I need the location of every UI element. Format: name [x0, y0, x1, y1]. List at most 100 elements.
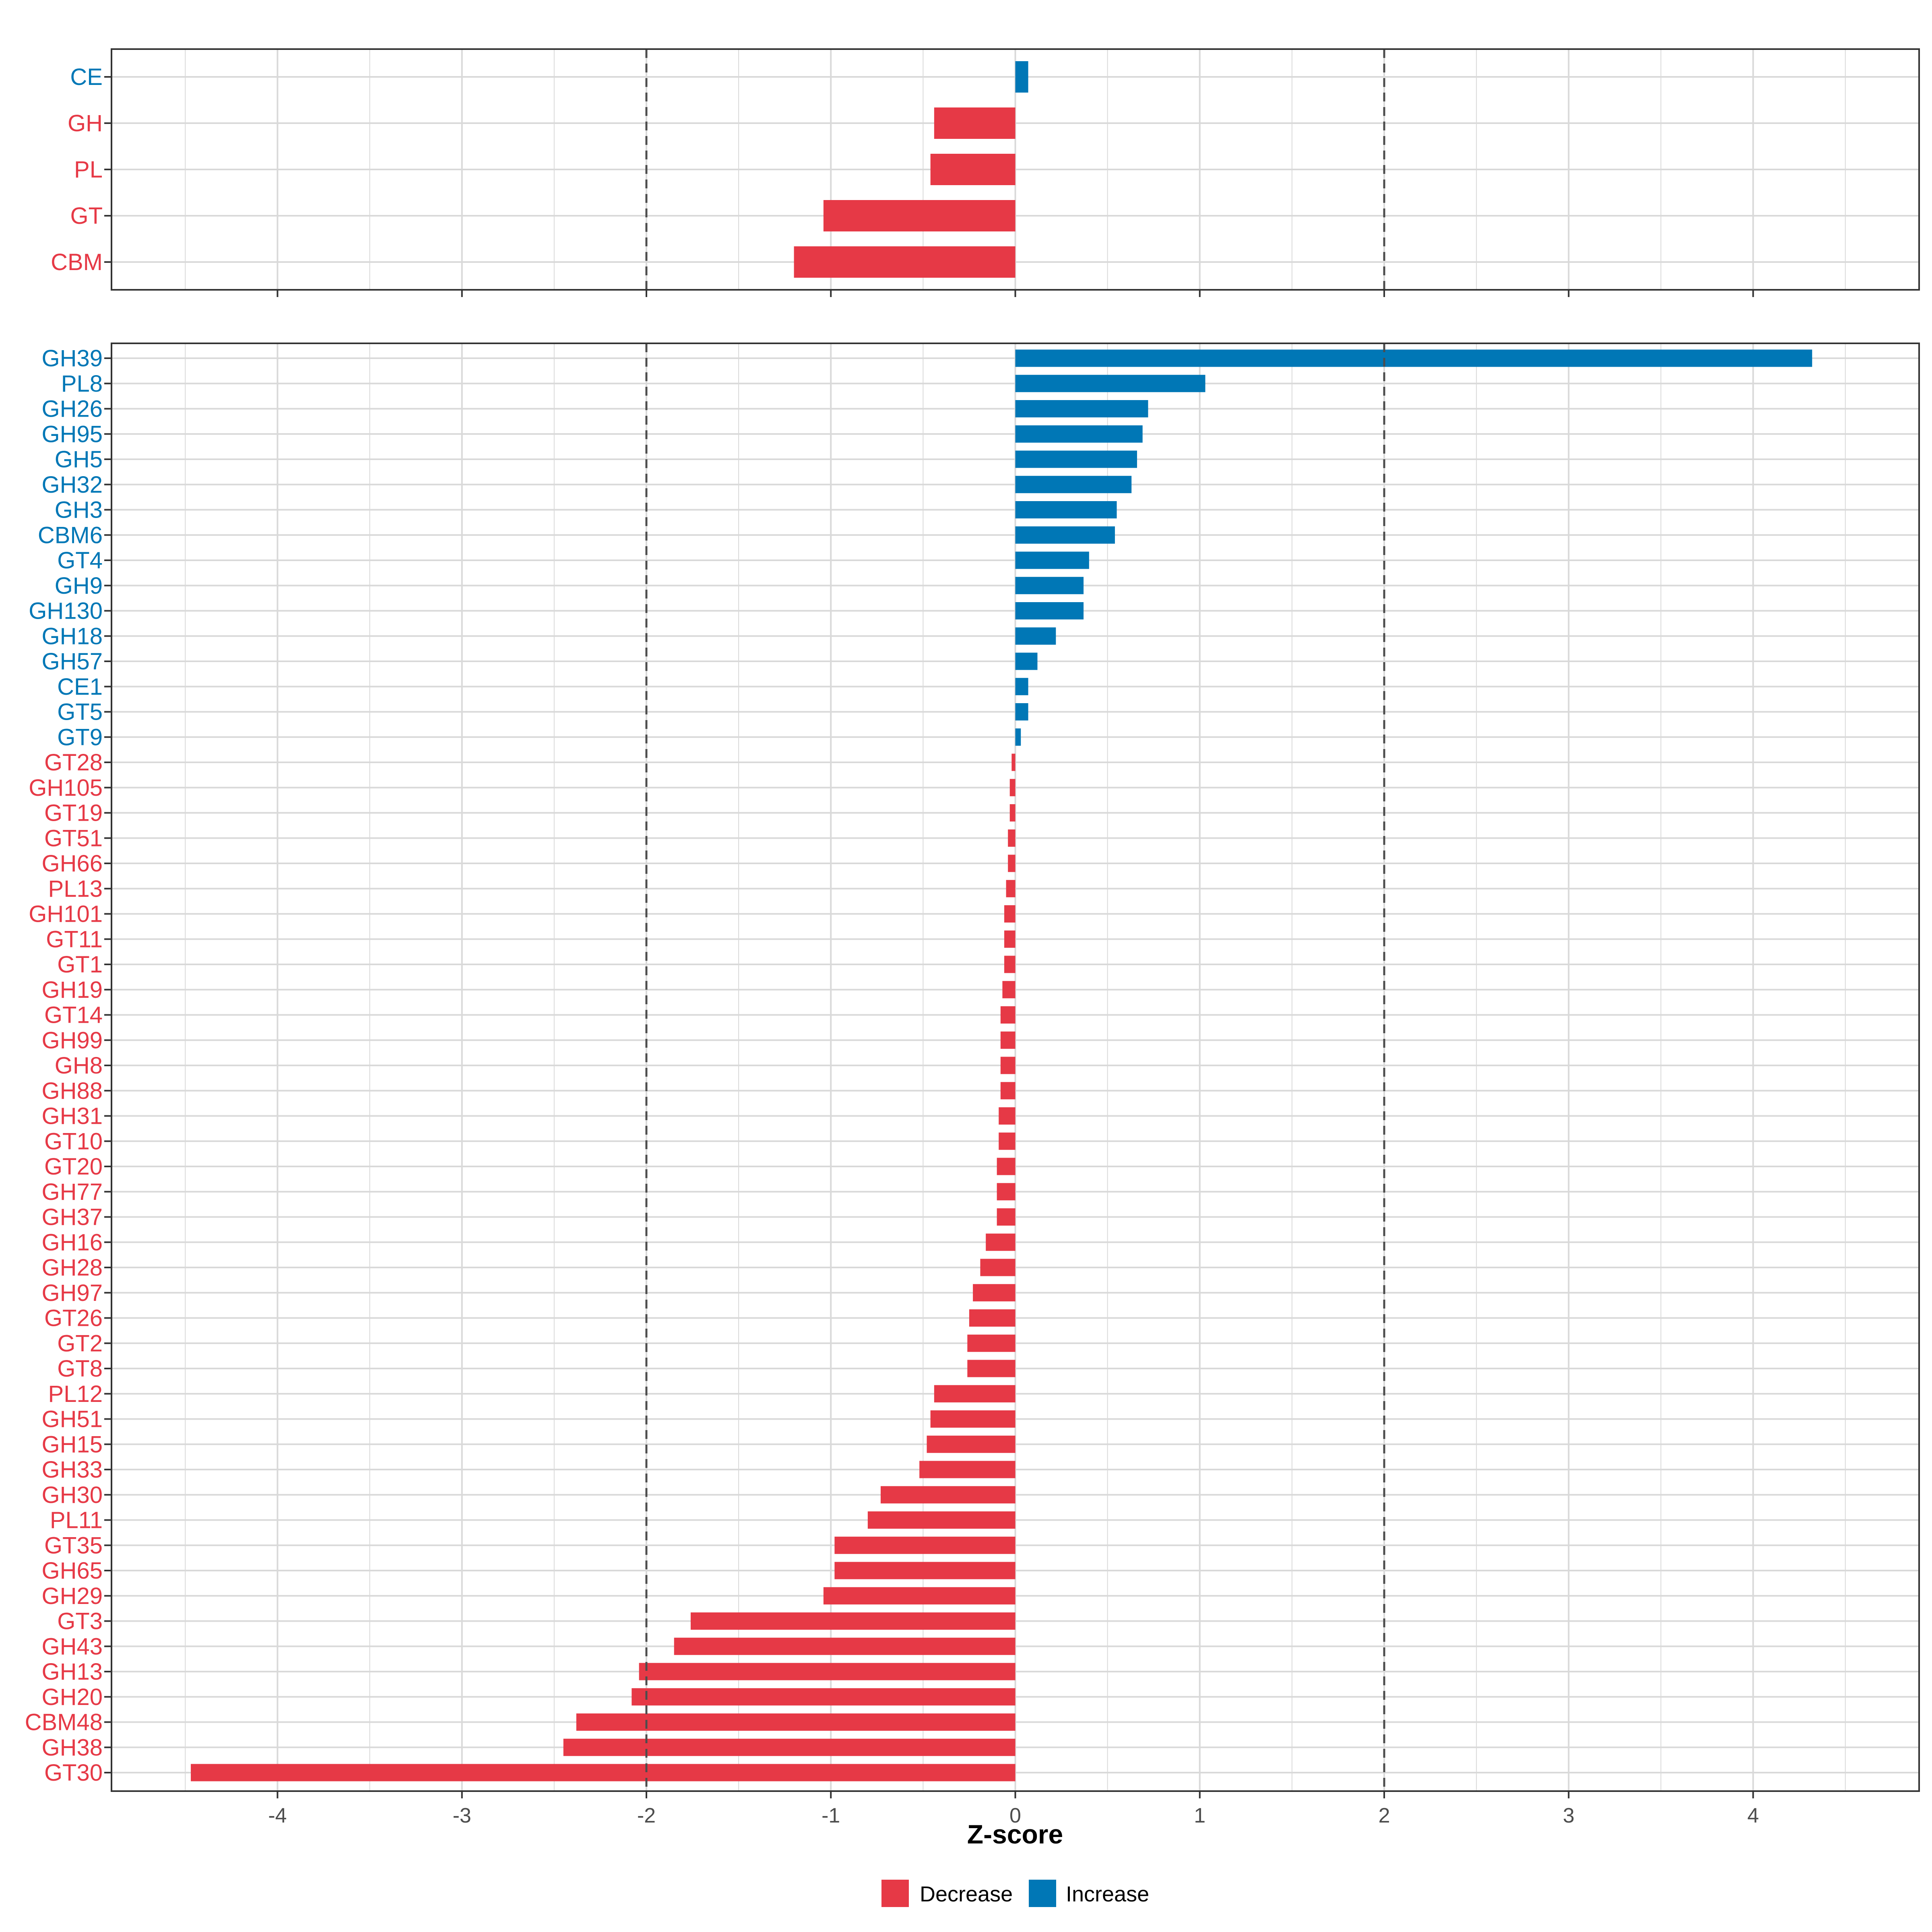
- category-label-GH28: GH28: [41, 1255, 103, 1281]
- bar-GH9: [1015, 577, 1084, 594]
- category-label-GH130: GH130: [29, 598, 103, 624]
- bar-CBM6: [1015, 526, 1115, 544]
- x-tick-label: 0: [1009, 1804, 1021, 1827]
- bar-GH37: [997, 1208, 1016, 1226]
- category-label-GH19: GH19: [41, 977, 103, 1003]
- bar-GT19: [1009, 804, 1016, 822]
- x-tick-label: 2: [1379, 1804, 1390, 1827]
- category-label-GT14: GT14: [44, 1002, 103, 1028]
- bar-CBM: [794, 246, 1016, 278]
- bar-GH8: [1000, 1057, 1016, 1074]
- category-label-GH77: GH77: [41, 1179, 103, 1205]
- category-label-PL13: PL13: [48, 876, 103, 902]
- bar-GH15: [927, 1435, 1016, 1453]
- category-label-PL11: PL11: [50, 1507, 103, 1534]
- bar-GT9: [1015, 728, 1021, 746]
- bar-GH18: [1015, 627, 1056, 645]
- category-label-GH66: GH66: [41, 850, 103, 877]
- bar-GH57: [1015, 652, 1038, 670]
- x-axis-title: Z-score: [967, 1819, 1063, 1849]
- category-label-GH88: GH88: [41, 1078, 103, 1104]
- bar-GH28: [980, 1259, 1016, 1276]
- category-label-GH13: GH13: [41, 1659, 103, 1685]
- bar-GT28: [1011, 753, 1016, 771]
- category-label-GH33: GH33: [41, 1457, 103, 1483]
- bar-GH39: [1015, 349, 1812, 367]
- bar-GH38: [563, 1738, 1016, 1756]
- x-tick-label: 4: [1747, 1804, 1759, 1827]
- category-label-GT1: GT1: [57, 952, 103, 978]
- bar-GT35: [834, 1536, 1016, 1554]
- category-label-GH99: GH99: [41, 1027, 103, 1053]
- bar-GT5: [1015, 703, 1028, 720]
- category-label-GH51: GH51: [41, 1406, 103, 1432]
- x-tick-label: 1: [1194, 1804, 1205, 1827]
- category-label-GH105: GH105: [29, 775, 103, 801]
- x-tick-label: -3: [453, 1804, 471, 1827]
- legend-label-increase: Increase: [1066, 1882, 1149, 1906]
- bar-GH88: [1000, 1082, 1016, 1100]
- bottom-panel: GH39PL8GH26GH95GH5GH32GH3CBM6GT4GH9GH130…: [25, 343, 1920, 1827]
- category-label-GH15: GH15: [41, 1431, 103, 1457]
- bar-CBM48: [576, 1713, 1016, 1731]
- bar-GH13: [639, 1663, 1016, 1680]
- bar-GT4: [1015, 551, 1089, 569]
- category-label-PL8: PL8: [61, 371, 103, 397]
- x-tick-label: -2: [637, 1804, 656, 1827]
- bar-GH77: [997, 1183, 1016, 1201]
- bar-GT51: [1008, 829, 1016, 847]
- category-label-CE1: CE1: [57, 674, 103, 700]
- bar-GH95: [1015, 425, 1143, 443]
- category-label-GT30: GT30: [44, 1760, 103, 1786]
- category-label-GH9: GH9: [55, 573, 103, 599]
- category-label-GT5: GT5: [57, 699, 103, 725]
- bar-GH99: [1000, 1031, 1016, 1049]
- category-label-CBM: CBM: [51, 249, 103, 275]
- category-label-GH29: GH29: [41, 1583, 103, 1609]
- bar-GH: [934, 107, 1016, 139]
- legend-swatch-decrease: [881, 1880, 909, 1907]
- bar-GH66: [1008, 855, 1016, 872]
- category-label-GT19: GT19: [44, 800, 103, 826]
- bar-GH5: [1015, 450, 1137, 468]
- category-label-GH39: GH39: [41, 345, 103, 372]
- category-label-GT28: GT28: [44, 749, 103, 776]
- category-label-PL: PL: [74, 157, 103, 183]
- category-label-GH97: GH97: [41, 1280, 103, 1306]
- category-label-GT: GT: [70, 203, 103, 229]
- bar-CE: [1015, 61, 1028, 93]
- legend-swatch-increase: [1029, 1880, 1056, 1907]
- bar-GH29: [823, 1587, 1016, 1605]
- x-tick-label: -4: [268, 1804, 287, 1827]
- category-label-GH8: GH8: [55, 1053, 103, 1079]
- bar-GH19: [1002, 981, 1016, 999]
- category-label-GH31: GH31: [41, 1103, 103, 1129]
- bar-GH31: [999, 1107, 1016, 1125]
- bar-GH32: [1015, 476, 1132, 493]
- bar-GT10: [999, 1132, 1016, 1150]
- top-panel: CE GH PL GT CBM: [51, 48, 1920, 297]
- bar-PL8: [1015, 375, 1205, 392]
- bar-GH97: [973, 1284, 1016, 1302]
- category-label-GT8: GT8: [57, 1356, 103, 1382]
- bar-GT3: [690, 1612, 1016, 1630]
- bar-GH16: [986, 1233, 1016, 1251]
- bar-GH30: [880, 1486, 1016, 1504]
- category-label-GH32: GH32: [41, 472, 103, 498]
- category-label-GH95: GH95: [41, 421, 103, 447]
- category-label-GH20: GH20: [41, 1684, 103, 1710]
- category-label-GT2: GT2: [57, 1330, 103, 1356]
- bar-GT2: [967, 1334, 1016, 1352]
- bar-GH101: [1004, 905, 1016, 923]
- legend-label-decrease: Decrease: [920, 1882, 1013, 1906]
- category-label-GH38: GH38: [41, 1734, 103, 1761]
- category-label-GH3: GH3: [55, 497, 103, 523]
- bar-PL12: [934, 1385, 1016, 1403]
- category-label-GT3: GT3: [57, 1608, 103, 1635]
- category-label-GH26: GH26: [41, 396, 103, 422]
- bar-GH105: [1009, 779, 1016, 797]
- bar-GT14: [1000, 1006, 1016, 1024]
- category-label-GT4: GT4: [57, 547, 103, 574]
